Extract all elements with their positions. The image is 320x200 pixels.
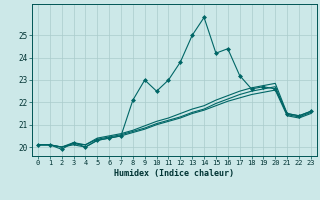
X-axis label: Humidex (Indice chaleur): Humidex (Indice chaleur) (115, 169, 234, 178)
